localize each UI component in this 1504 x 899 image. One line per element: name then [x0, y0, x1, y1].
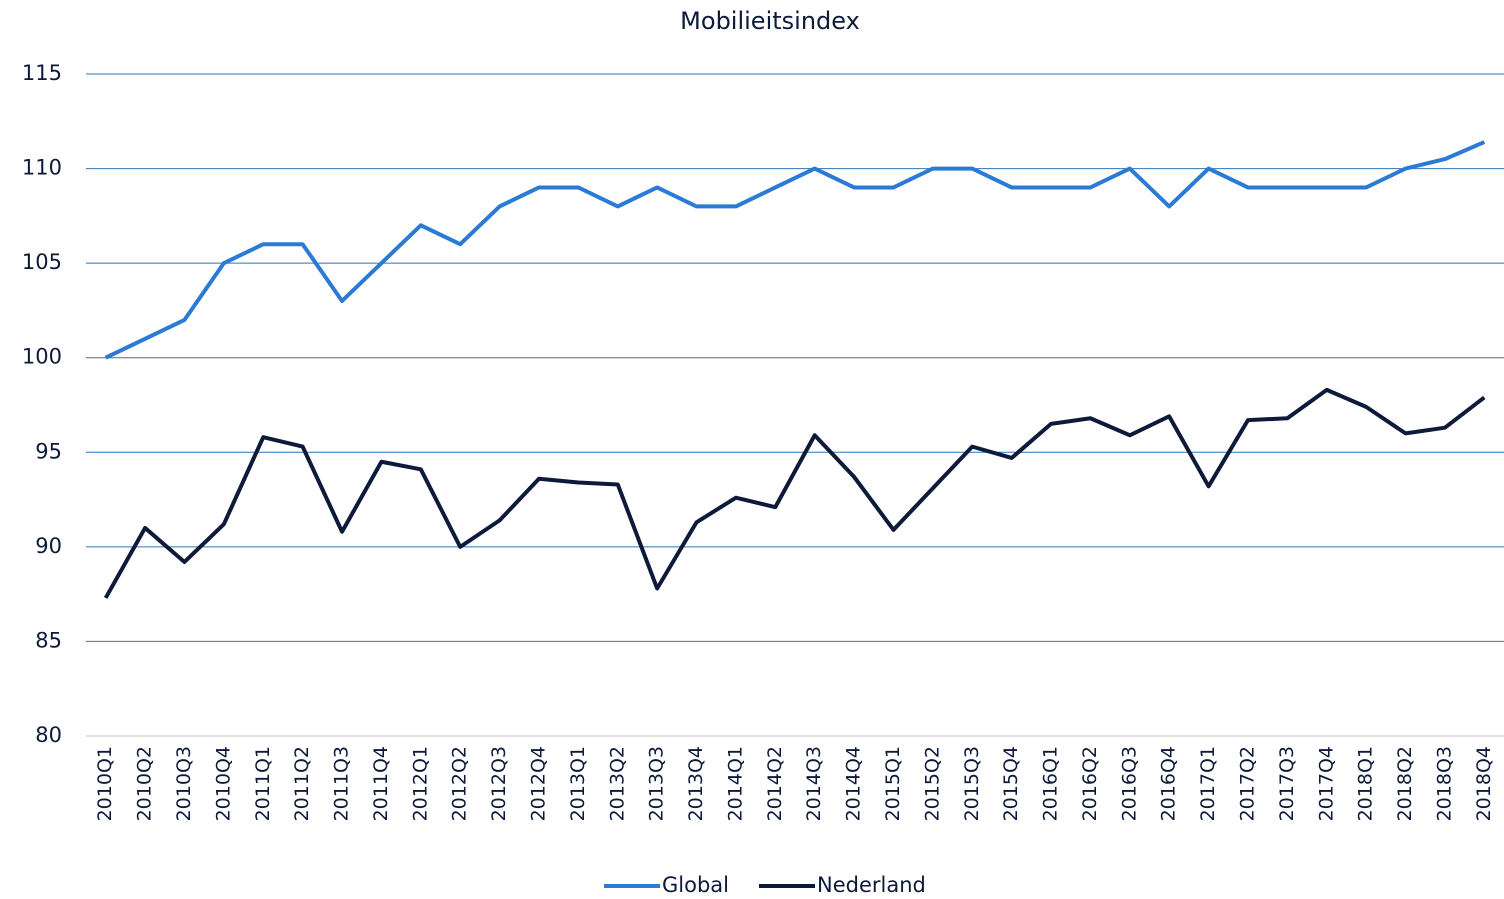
x-tick-label: 2017Q3	[1276, 746, 1298, 821]
x-tick-label: 2010Q3	[173, 746, 195, 821]
y-tick-label: 115	[22, 61, 62, 85]
y-tick-label: 80	[35, 723, 62, 747]
chart-title: Mobilieitsindex	[680, 7, 860, 35]
x-tick-label: 2013Q1	[567, 746, 589, 821]
x-tick-label: 2012Q1	[409, 746, 431, 821]
x-tick-label: 2011Q4	[370, 746, 392, 821]
x-tick-label: 2012Q2	[449, 746, 471, 821]
x-tick-label: 2015Q2	[921, 746, 943, 821]
x-tick-label: 2011Q3	[331, 746, 353, 821]
x-tick-label: 2014Q2	[764, 746, 786, 821]
x-tick-label: 2013Q2	[606, 746, 628, 821]
x-tick-label: 2016Q1	[1040, 746, 1062, 821]
x-tick-label: 2018Q3	[1433, 746, 1455, 821]
line-series	[103, 387, 1486, 599]
x-tick-label: 2012Q3	[488, 746, 510, 821]
x-tick-label: 2016Q4	[1158, 746, 1180, 821]
x-tick-label: 2013Q4	[685, 746, 707, 821]
y-tick-label: 100	[22, 345, 62, 369]
x-tick-label: 2016Q3	[1118, 746, 1140, 821]
x-tick-label: 2012Q4	[527, 746, 549, 821]
x-tick-label: 2017Q1	[1197, 746, 1219, 821]
x-tick-label: 2014Q1	[724, 746, 746, 821]
x-tick-label: 2015Q4	[1000, 746, 1022, 821]
x-tick-label: 2010Q4	[212, 746, 234, 821]
x-tick-label: 2018Q2	[1394, 746, 1416, 821]
legend-label: Nederland	[817, 873, 926, 897]
x-tick-label: 2015Q3	[961, 746, 983, 821]
legend-label: Global	[662, 873, 729, 897]
x-tick-label: 2018Q4	[1473, 746, 1495, 821]
y-tick-label: 95	[35, 439, 62, 463]
y-tick-label: 90	[35, 534, 62, 558]
x-tick-label: 2015Q1	[882, 746, 904, 821]
x-tick-label: 2013Q3	[646, 746, 668, 821]
x-tick-label: 2010Q2	[134, 746, 156, 821]
x-tick-label: 2010Q1	[94, 746, 116, 821]
x-tick-label: 2011Q2	[291, 746, 313, 821]
x-tick-label: 2017Q4	[1315, 746, 1337, 821]
x-tick-label: 2018Q1	[1355, 746, 1377, 821]
x-tick-label: 2011Q1	[252, 746, 274, 821]
x-tick-label: 2014Q4	[843, 746, 865, 821]
y-tick-label: 110	[22, 156, 62, 180]
line-series	[104, 140, 1486, 360]
y-tick-label: 85	[35, 628, 62, 652]
x-tick-label: 2016Q2	[1079, 746, 1101, 821]
y-tick-label: 105	[22, 250, 62, 274]
x-tick-label: 2017Q2	[1236, 746, 1258, 821]
x-tick-label: 2014Q3	[803, 746, 825, 821]
